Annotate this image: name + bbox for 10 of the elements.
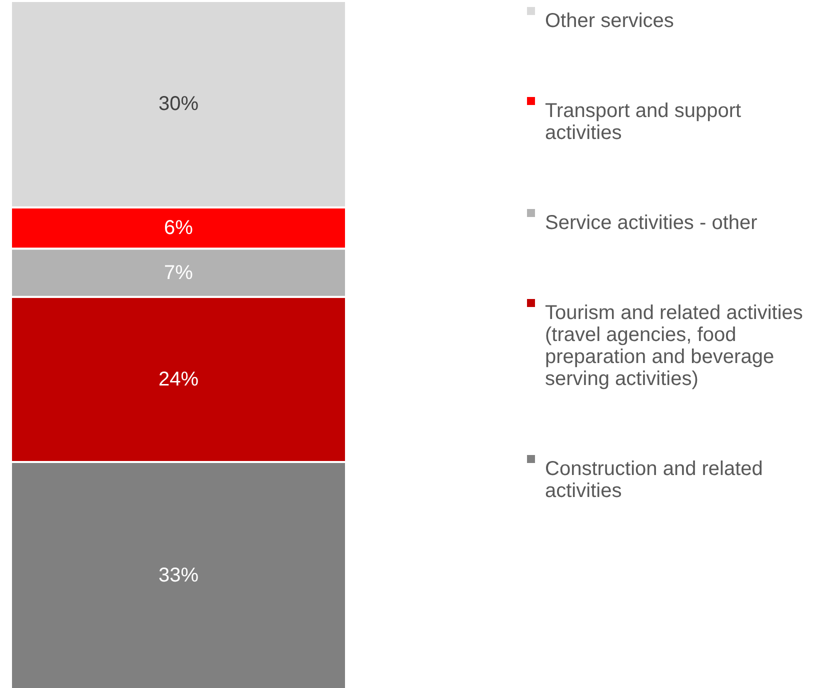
legend-label: Tourism and related activities (travel agencies, food preparation and beverage serving activities)	[545, 302, 803, 390]
legend-label: Service activities - other	[545, 212, 758, 234]
data-label: 7%	[164, 262, 194, 284]
data-label: 24%	[158, 368, 199, 390]
data-label: 33%	[158, 564, 199, 586]
data-label: 6%	[164, 217, 194, 240]
data-label: 30%	[158, 93, 199, 116]
legend-label: Other services	[545, 10, 674, 32]
legend-label: Construction and related activities	[545, 458, 763, 502]
legend-label: Transport and support activities	[545, 100, 742, 144]
